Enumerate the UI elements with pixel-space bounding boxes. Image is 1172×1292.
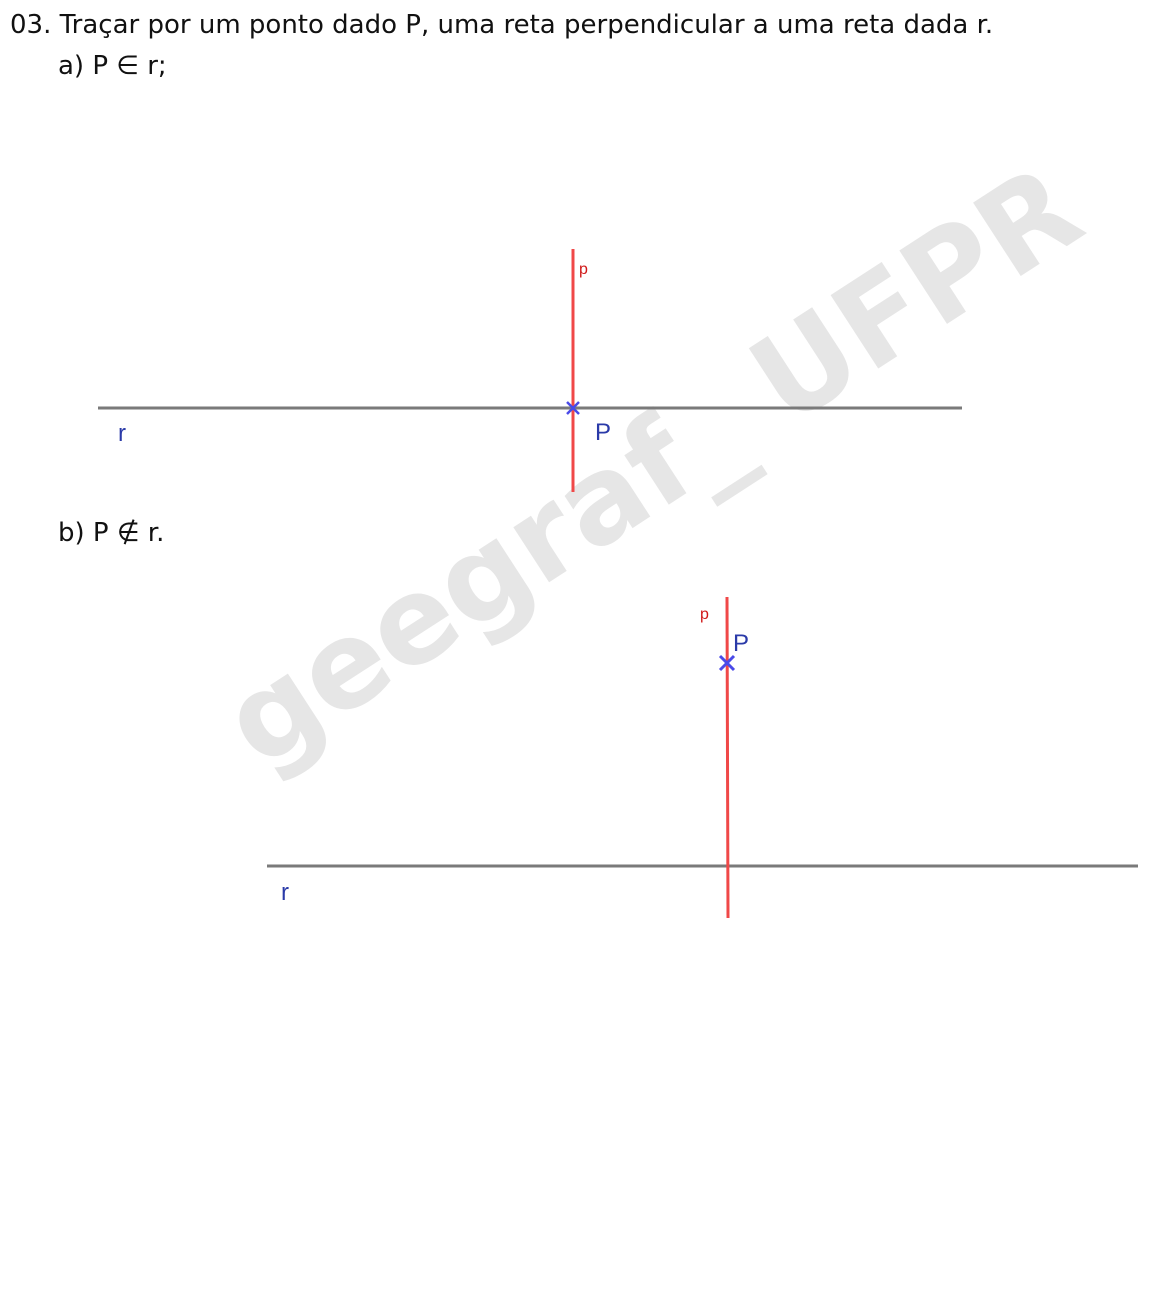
part-b-point-label: P <box>733 630 749 657</box>
part-b-line-r-label: r <box>281 879 289 906</box>
part-a-perpendicular-label: p <box>579 261 588 278</box>
part-a-point-label: P <box>595 419 611 446</box>
part-b-point-p-marker <box>718 654 736 672</box>
part-a-label: a) P ∈ r; <box>58 51 167 81</box>
part-a-line-r-label: r <box>118 420 126 447</box>
part-b-label: b) P ∉ r. <box>58 518 164 548</box>
part-b-perpendicular-p <box>725 596 730 919</box>
part-a-point-p-marker <box>566 401 580 415</box>
part-b-perpendicular-label: p <box>700 606 709 623</box>
watermark-text: geegraf_ UFPR <box>200 139 1105 794</box>
exercise-title: 03. Traçar por um ponto dado P, uma reta… <box>10 10 993 40</box>
